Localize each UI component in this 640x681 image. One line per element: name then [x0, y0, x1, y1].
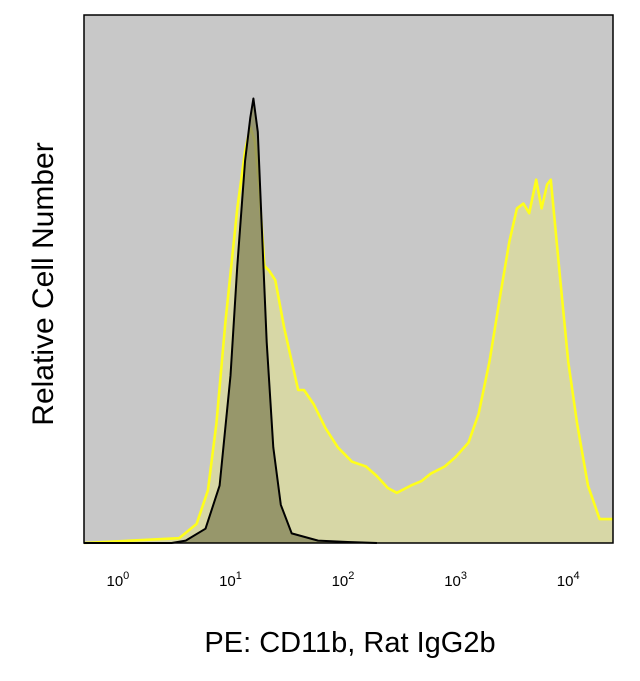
x-axis-label: PE: CD11b, Rat IgG2b: [204, 627, 496, 659]
series-stained-area: [84, 127, 613, 543]
x-tick-label: 103: [444, 570, 467, 590]
plot-frame: [83, 14, 614, 544]
plot-svg: 100 101 102 103 104: [83, 14, 614, 590]
x-tick-label: 102: [332, 570, 355, 590]
series-isotype-area: [84, 98, 377, 543]
series-layer: [83, 97, 613, 545]
x-tick-label: 101: [219, 570, 242, 590]
x-tick-label: 104: [557, 570, 580, 590]
series-isotype-line: [84, 97, 377, 544]
x-tick-labels: 100 101 102 103 104: [106, 570, 579, 590]
x-tick-label: 100: [106, 570, 129, 590]
